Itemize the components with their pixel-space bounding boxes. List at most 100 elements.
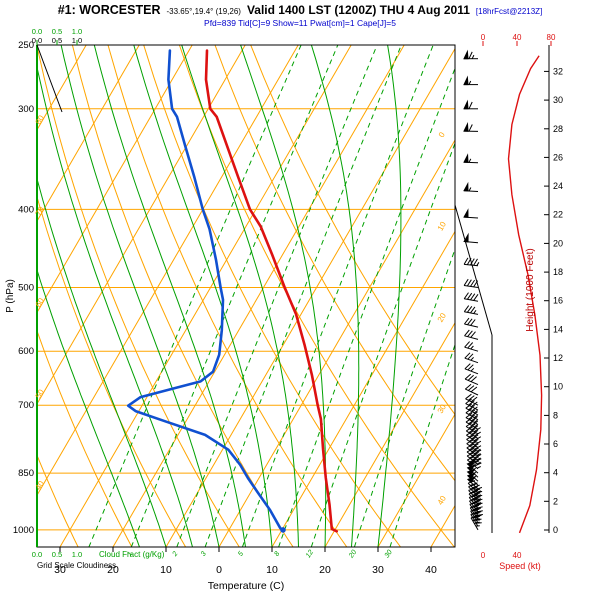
wind-barb-feather — [466, 292, 473, 300]
wind-barb-half-feather — [476, 461, 481, 465]
height-tick-label: 28 — [553, 124, 563, 134]
wind-barb-staff — [469, 504, 479, 516]
wind-barb-feather — [471, 416, 478, 422]
wind-barb-feather — [468, 101, 473, 110]
dry-adiabat-line — [37, 329, 133, 547]
wind-barb-feather — [474, 522, 482, 524]
height-tick-label: 18 — [553, 267, 563, 277]
wind-barb-half-feather — [473, 414, 478, 419]
wind-barb-pennant — [463, 99, 469, 110]
wind-barb-staff — [470, 514, 479, 527]
wind-barb-feather — [470, 279, 476, 287]
wind-barb-feather — [473, 500, 481, 503]
wind-barb-feather — [474, 490, 483, 495]
isotherm-line — [37, 45, 193, 314]
wind-barb-feather — [465, 403, 473, 409]
wind-barb-staff — [464, 298, 479, 302]
moist-adiabat-line — [60, 45, 220, 547]
wind-barb-feather — [475, 510, 483, 513]
isotherm-line — [218, 139, 455, 547]
moist-adiabat-line — [37, 64, 193, 547]
wind-barb-half-feather — [477, 494, 482, 497]
height-tick-label: 26 — [553, 152, 563, 162]
wind-barb-pennant — [463, 208, 469, 218]
wind-barb-half-feather — [476, 457, 481, 461]
dry-adiabat-line — [214, 45, 455, 482]
wind-barb-feather — [472, 492, 481, 496]
wind-barb-staff — [465, 412, 479, 421]
wind-barb-half-feather — [473, 410, 478, 414]
pressure-tick-label: 300 — [18, 104, 34, 115]
moist-adiabat-line — [37, 176, 167, 547]
speed-tick-bottom-label: 0 — [481, 551, 486, 560]
wind-barb-feather — [473, 280, 479, 288]
isotherm-edge-label: 50 — [34, 387, 47, 400]
dry-adiabat-line — [71, 45, 294, 547]
dry-adiabat-line — [37, 45, 240, 547]
wind-barb-feather — [471, 497, 479, 501]
wind-barb-half-feather — [476, 453, 481, 456]
temperature-tick-label: 20 — [107, 564, 119, 576]
dry-adiabat-line — [37, 453, 79, 547]
wind-barb-half-feather — [468, 80, 472, 85]
wind-barb-feather — [468, 124, 473, 132]
speed-tick-top-label: 80 — [547, 33, 556, 42]
wind-barb-half-feather — [471, 54, 475, 59]
wind-barb-feather — [468, 409, 476, 415]
mixing-ratio-label: 2 — [171, 550, 180, 558]
wind-barb-staff — [464, 263, 479, 267]
wind-barb-feather — [473, 294, 479, 301]
height-tick-label: 24 — [553, 181, 563, 191]
pressure-tick-label: 400 — [18, 204, 34, 215]
isotherm-line — [377, 413, 455, 547]
wind-barb-feather — [465, 412, 473, 419]
cloudiness-trace — [36, 44, 63, 113]
wind-barb-staff — [468, 486, 479, 498]
temperature-axis-title: Temperature (C) — [208, 580, 284, 592]
wind-barb-feather — [468, 51, 473, 59]
wind-barb-feather — [469, 495, 477, 498]
pressure-tick-label: 700 — [18, 400, 34, 411]
wind-barb-staff — [464, 357, 479, 364]
wind-barb-feather — [464, 383, 472, 390]
isotherm-edge-label: 30 — [436, 402, 449, 415]
mixing-ratio-line — [241, 45, 434, 547]
temperature-curve — [204, 49, 338, 533]
wind-barb-feather — [471, 411, 478, 417]
isotherm-edge-label: 40 — [436, 494, 449, 507]
wind-barb-staff — [465, 421, 479, 430]
wind-barb-half-feather — [470, 357, 474, 361]
wind-barb-half-feather — [477, 502, 482, 505]
wind-barb-staff — [464, 368, 479, 375]
wind-barb-staff — [468, 490, 479, 502]
isotherm-line — [37, 45, 246, 405]
height-tick-label: 12 — [553, 353, 563, 363]
isotherm-edge-label: 40 — [34, 479, 47, 492]
wind-barb-feather — [463, 257, 469, 265]
isotherm-edge-label: 80 — [34, 113, 47, 126]
wind-barb-feather — [463, 305, 470, 312]
cloud-fract-label: Cloud Fract (g/Kg) — [99, 550, 165, 559]
wind-barb-half-feather — [473, 310, 477, 314]
wind-barb-half-feather — [470, 367, 475, 372]
wind-barb-feather — [473, 258, 478, 266]
pressure-tick-label: 500 — [18, 283, 34, 294]
wind-barb-staff — [466, 447, 479, 457]
wind-barb-staff — [465, 417, 479, 426]
wind-barb-feather — [474, 518, 482, 521]
wind-barb-feather — [470, 493, 479, 497]
moist-adiabat-line — [181, 45, 299, 547]
wind-barb-feather — [473, 515, 482, 517]
cloud-tick-bottom: 0.5 — [52, 550, 62, 559]
station-title: #1: WORCESTER — [57, 3, 161, 17]
wind-barb-staff — [464, 285, 479, 288]
valid-time: Valid 1400 LST (1200Z) THU 4 Aug 2011 — [246, 3, 470, 17]
pressure-tick-label: 1000 — [13, 525, 34, 536]
wind-barb-feather — [464, 363, 471, 370]
dry-adiabat-line — [107, 45, 348, 547]
wind-barb-pennant — [463, 121, 469, 132]
temperature-tick-label: 30 — [54, 564, 66, 576]
pressure-tick-label: 600 — [18, 346, 34, 357]
wind-barb-half-feather — [473, 419, 478, 423]
